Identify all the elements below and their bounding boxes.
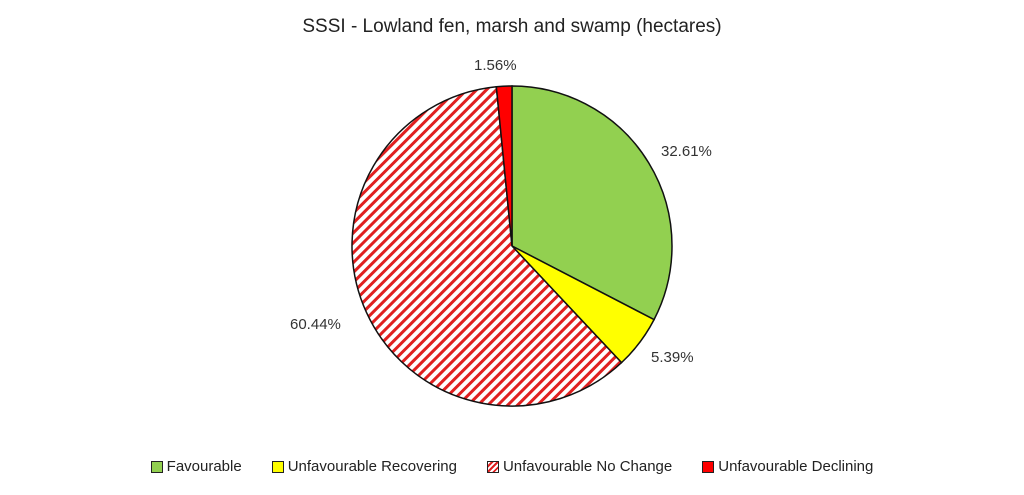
slice-label-declining: 1.56%	[474, 57, 517, 74]
legend-swatch-icon	[486, 460, 499, 473]
pie-slice-declining[interactable]	[495, 85, 513, 247]
legend: Favourable Unfavourable Recovering Unfav…	[0, 458, 1024, 475]
legend-item-recovering[interactable]: Unfavourable Recovering	[271, 458, 457, 475]
slice-label-favourable: 32.61%	[661, 143, 712, 160]
legend-label: Unfavourable Declining	[718, 458, 874, 475]
legend-label: Favourable	[166, 458, 242, 475]
slice-label-no-change: 60.44%	[290, 316, 341, 333]
legend-swatch-icon	[702, 460, 715, 473]
legend-label: Unfavourable Recovering	[287, 458, 457, 475]
legend-label: Unfavourable No Change	[502, 458, 673, 475]
slice-label-recovering: 5.39%	[651, 349, 694, 366]
pie-slice-favourable[interactable]	[511, 85, 673, 321]
pie-slice-no-change[interactable]	[351, 85, 623, 407]
legend-swatch-icon	[271, 460, 284, 473]
legend-item-favourable[interactable]: Favourable	[150, 458, 242, 475]
legend-swatch-icon	[150, 460, 163, 473]
legend-item-no-change[interactable]: Unfavourable No Change	[486, 458, 673, 475]
chart-title: SSSI - Lowland fen, marsh and swamp (hec…	[302, 16, 722, 37]
legend-item-declining[interactable]: Unfavourable Declining	[702, 458, 873, 475]
